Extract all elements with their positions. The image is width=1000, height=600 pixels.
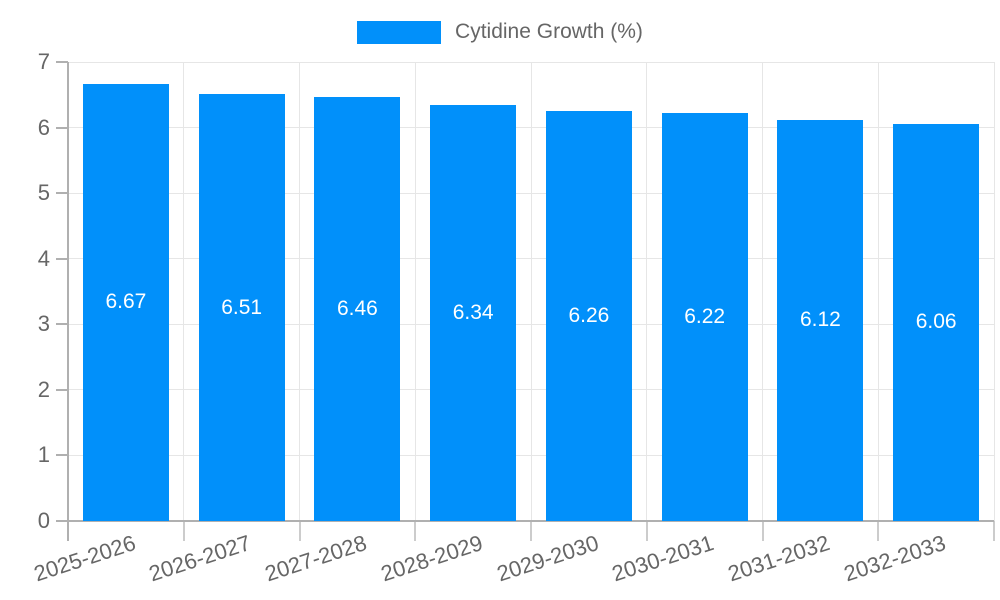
x-gridline (877, 62, 879, 521)
y-axis-tick-label: 3 (37, 311, 50, 337)
x-gridline (414, 62, 416, 521)
x-gridline (530, 62, 532, 521)
y-axis-tick (56, 126, 68, 129)
bar[interactable] (661, 113, 748, 521)
x-axis-tick (761, 521, 764, 541)
y-axis-tick-label: 4 (37, 245, 50, 271)
y-axis-tick (56, 388, 68, 391)
y-axis-tick (56, 192, 68, 195)
x-gridline (993, 62, 995, 521)
legend-swatch (357, 20, 442, 44)
y-axis-tick (56, 323, 68, 326)
x-axis-tick (67, 521, 69, 541)
legend-item[interactable]: Cytidine Growth (%) (0, 20, 1000, 44)
bar[interactable] (893, 123, 980, 521)
x-axis-tick (530, 521, 532, 541)
y-axis-line (67, 62, 69, 522)
x-gridline (762, 62, 763, 521)
y-axis-tick (56, 61, 68, 63)
x-axis-tick (993, 521, 995, 541)
x-axis-tick (298, 521, 301, 541)
x-gridline (183, 62, 185, 521)
y-axis-tick-label: 0 (37, 508, 50, 533)
y-axis-tick-label: 6 (37, 114, 50, 140)
x-axis-category-label: 2026-2027 (146, 530, 255, 587)
y-axis-tick-label: 1 (37, 442, 50, 468)
x-axis-tick (645, 521, 648, 541)
bar[interactable] (430, 105, 517, 521)
x-gridline (646, 62, 648, 521)
bar[interactable] (198, 94, 285, 521)
x-gridline (299, 62, 300, 521)
bar[interactable] (777, 119, 864, 521)
x-axis-category-label: 2028-2029 (377, 530, 486, 587)
x-axis-tick (877, 521, 880, 541)
x-axis-category-label: 2031-2032 (724, 530, 833, 587)
bar[interactable] (545, 110, 632, 521)
bar[interactable] (314, 97, 401, 521)
y-axis-tick (56, 257, 68, 260)
y-axis-tick-label: 5 (37, 180, 50, 206)
y-axis-tick-label: 7 (37, 49, 50, 74)
x-axis-tick (182, 521, 185, 541)
legend-label: Cytidine Growth (%) (455, 20, 643, 43)
x-axis-category-label: 2027-2028 (261, 530, 370, 587)
y-axis-tick (56, 454, 68, 457)
x-axis-line (56, 520, 994, 522)
bar[interactable] (82, 83, 169, 521)
x-axis-category-label: 2029-2030 (493, 530, 602, 587)
y-axis-tick-label: 2 (37, 376, 50, 402)
x-axis-category-label: 2025-2026 (30, 530, 139, 587)
x-axis-category-label: 2032-2033 (840, 530, 949, 587)
x-axis-category-label: 2030-2031 (609, 530, 718, 587)
x-axis-tick (414, 521, 417, 541)
